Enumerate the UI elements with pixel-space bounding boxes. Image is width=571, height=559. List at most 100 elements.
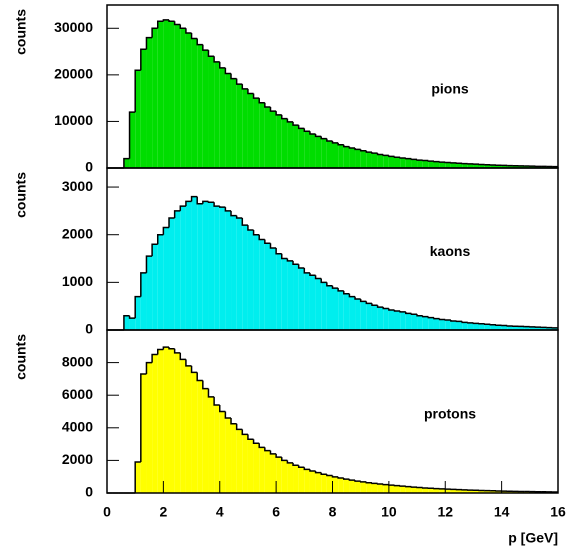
bin xyxy=(383,308,389,330)
bin xyxy=(422,487,429,493)
bin xyxy=(456,321,463,330)
bin-outline xyxy=(416,314,423,317)
bin xyxy=(507,325,513,330)
bin-outline xyxy=(382,483,389,486)
bin-outline xyxy=(376,153,384,156)
bin-outline xyxy=(348,146,356,149)
bin-outline xyxy=(399,310,406,313)
bin xyxy=(169,21,175,168)
bin-outline xyxy=(297,125,305,130)
bin-outline xyxy=(343,478,350,480)
bin xyxy=(445,162,451,168)
bin-outline xyxy=(219,404,226,413)
bin xyxy=(360,481,367,493)
bin xyxy=(332,476,339,493)
bin-outline xyxy=(145,36,153,50)
bin-outline xyxy=(235,78,243,85)
bin xyxy=(518,326,525,330)
bin-outline xyxy=(382,154,389,157)
y-tick-label: 30000 xyxy=(54,19,93,35)
bin-outline xyxy=(297,465,305,468)
bin xyxy=(304,131,310,168)
bin-outline xyxy=(185,200,192,207)
bin xyxy=(242,88,248,168)
bin-outline xyxy=(309,272,316,276)
x-tick-label: 10 xyxy=(381,504,397,520)
bin xyxy=(546,327,553,330)
bin xyxy=(377,484,384,493)
bin xyxy=(315,136,322,168)
bin-outline xyxy=(410,313,418,316)
y-axis-label: counts xyxy=(13,334,29,380)
bin xyxy=(400,157,406,168)
y-axis-label: counts xyxy=(13,9,29,55)
bin-outline xyxy=(410,158,418,161)
bin xyxy=(512,165,519,168)
bin xyxy=(259,102,265,168)
bin-outline xyxy=(264,102,271,108)
bin xyxy=(501,165,508,168)
bin-outline xyxy=(399,157,406,159)
bin xyxy=(236,84,243,168)
bin-outline xyxy=(156,348,164,355)
bin-outline xyxy=(337,476,344,479)
bin xyxy=(400,311,406,330)
bin-outline xyxy=(331,475,339,478)
bin xyxy=(185,32,192,168)
bin-outline xyxy=(275,453,282,458)
bin xyxy=(298,467,305,493)
bin xyxy=(225,73,232,168)
bin xyxy=(332,288,339,330)
bin-outline xyxy=(168,19,175,23)
bin xyxy=(490,490,496,493)
bin xyxy=(405,486,412,493)
bin-outline xyxy=(173,21,181,26)
bin xyxy=(355,481,361,493)
x-axis-label: p [GeV] xyxy=(508,530,558,546)
bin xyxy=(180,359,186,493)
bin-outline xyxy=(427,160,434,162)
bin xyxy=(479,164,485,168)
bin-outline xyxy=(393,156,401,159)
bin xyxy=(202,388,209,493)
bin xyxy=(163,347,170,493)
bin xyxy=(411,487,418,493)
x-tick-label: 16 xyxy=(550,504,566,520)
bin xyxy=(371,153,378,168)
bin xyxy=(259,447,265,493)
bin xyxy=(146,362,153,493)
bin xyxy=(208,56,215,168)
bin xyxy=(197,203,203,330)
bin xyxy=(411,314,418,330)
bin-outline xyxy=(247,434,254,440)
bin-outline xyxy=(252,93,260,99)
bin-outline xyxy=(281,457,288,462)
bin-outline xyxy=(461,321,468,324)
bin-outline xyxy=(309,469,316,472)
bin-outline xyxy=(281,114,288,120)
x-tick-label: 14 xyxy=(494,504,510,520)
bin xyxy=(518,165,525,168)
bin xyxy=(163,227,170,330)
bin xyxy=(152,28,158,168)
bin-outline xyxy=(207,388,215,398)
bin xyxy=(405,158,412,168)
bin-outline xyxy=(134,295,141,319)
bin xyxy=(231,423,237,493)
y-tick-label: 0 xyxy=(85,484,93,500)
bin-outline xyxy=(207,50,215,57)
bin-outline xyxy=(241,84,248,90)
bin xyxy=(247,439,254,493)
bin xyxy=(428,488,434,493)
bin xyxy=(129,112,136,168)
bin xyxy=(343,293,350,330)
bin xyxy=(163,19,170,168)
bin-outline xyxy=(190,195,198,202)
bin-outline xyxy=(371,303,378,306)
bin xyxy=(225,418,232,493)
bin xyxy=(281,118,288,168)
bin xyxy=(321,138,327,168)
bin-outline xyxy=(348,479,356,481)
bin xyxy=(507,491,513,493)
bin xyxy=(462,163,468,168)
